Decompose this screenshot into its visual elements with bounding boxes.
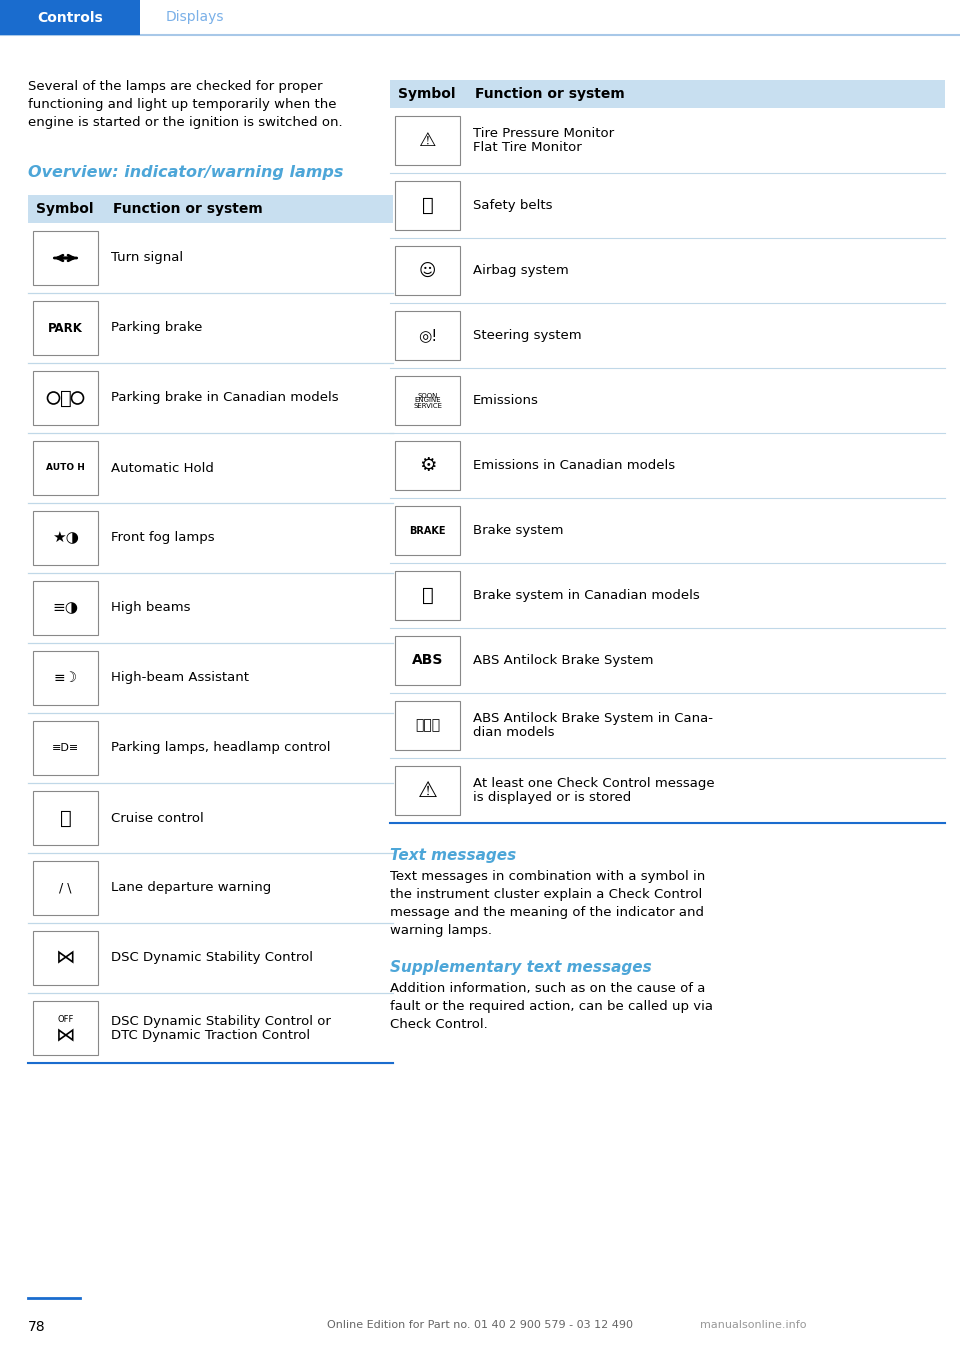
Bar	[395, 507, 460, 554]
Text: Supplementary text messages: Supplementary text messages	[390, 960, 652, 975]
Bar	[33, 791, 98, 844]
Bar	[395, 441, 460, 490]
Bar	[33, 720, 98, 775]
Text: SERVICE: SERVICE	[413, 403, 442, 409]
Text: DSC Dynamic Stability Control or: DSC Dynamic Stability Control or	[111, 1015, 331, 1027]
Text: ⋈: ⋈	[56, 1027, 75, 1046]
Text: / \: / \	[60, 881, 72, 895]
Text: ⛄: ⛄	[421, 196, 433, 215]
Text: Ⓟ: Ⓟ	[60, 388, 71, 407]
Text: Symbol: Symbol	[36, 202, 93, 217]
Text: PARK: PARK	[48, 321, 83, 335]
Bar	[33, 511, 98, 565]
Bar	[0, 0, 140, 35]
Bar	[395, 181, 460, 230]
Text: High beams: High beams	[111, 602, 190, 614]
Text: AUTO H: AUTO H	[46, 463, 84, 473]
Text: ≡D≡: ≡D≡	[52, 744, 79, 753]
Text: Flat Tire Monitor: Flat Tire Monitor	[473, 142, 582, 154]
Text: is displayed or is stored: is displayed or is stored	[473, 791, 632, 804]
Text: Online Edition for Part no. 01 40 2 900 579 - 03 12 490: Online Edition for Part no. 01 40 2 900 …	[327, 1320, 633, 1331]
Text: Addition information, such as on the cause of a
fault or the required action, ca: Addition information, such as on the cau…	[390, 982, 713, 1031]
Text: ☺: ☺	[419, 262, 436, 279]
Bar	[33, 232, 98, 285]
Text: At least one Check Control message: At least one Check Control message	[473, 776, 714, 790]
Text: ◎!: ◎!	[418, 328, 437, 343]
Text: Parking brake in Canadian models: Parking brake in Canadian models	[111, 391, 339, 405]
Text: Text messages in combination with a symbol in
the instrument cluster explain a C: Text messages in combination with a symb…	[390, 870, 706, 937]
Bar	[33, 651, 98, 706]
Text: ⓐⓑⓈ: ⓐⓑⓈ	[415, 719, 440, 733]
Text: BRAKE: BRAKE	[409, 526, 445, 535]
Text: manualsonline.info: manualsonline.info	[700, 1320, 806, 1331]
Bar	[395, 765, 460, 814]
Text: Overview: indicator/warning lamps: Overview: indicator/warning lamps	[28, 165, 344, 180]
Text: ENGINE: ENGINE	[414, 398, 441, 403]
Text: ★◑: ★◑	[52, 531, 79, 546]
Bar	[395, 571, 460, 620]
Text: ⚠: ⚠	[418, 780, 438, 801]
Text: DTC Dynamic Traction Control: DTC Dynamic Traction Control	[111, 1028, 310, 1042]
Text: Parking lamps, headlamp control: Parking lamps, headlamp control	[111, 741, 330, 755]
Text: ABS Antilock Brake System: ABS Antilock Brake System	[473, 654, 654, 667]
Text: Displays: Displays	[166, 11, 225, 25]
Text: Automatic Hold: Automatic Hold	[111, 462, 214, 474]
Text: Function or system: Function or system	[475, 87, 625, 101]
Text: Several of the lamps are checked for proper
functioning and light up temporarily: Several of the lamps are checked for pro…	[28, 80, 343, 129]
Text: Function or system: Function or system	[113, 202, 263, 217]
Bar	[33, 861, 98, 915]
Bar	[390, 80, 945, 108]
Bar	[395, 701, 460, 750]
Text: ⋈: ⋈	[56, 948, 75, 967]
Text: ABS Antilock Brake System in Cana-: ABS Antilock Brake System in Cana-	[473, 712, 713, 725]
Text: Airbag system: Airbag system	[473, 264, 568, 276]
Text: ⚠: ⚠	[419, 131, 436, 150]
Text: SOON: SOON	[418, 392, 438, 399]
Bar	[33, 1001, 98, 1056]
Bar	[33, 370, 98, 425]
Bar	[33, 582, 98, 635]
Bar	[28, 195, 393, 223]
Text: Steering system: Steering system	[473, 330, 582, 342]
Bar	[395, 247, 460, 296]
Text: Controls: Controls	[37, 11, 103, 25]
Text: Emissions in Canadian models: Emissions in Canadian models	[473, 459, 675, 473]
Bar	[395, 311, 460, 360]
Text: DSC Dynamic Stability Control: DSC Dynamic Stability Control	[111, 952, 313, 964]
Bar	[395, 116, 460, 165]
Text: OFF: OFF	[58, 1016, 74, 1024]
Text: Brake system in Canadian models: Brake system in Canadian models	[473, 588, 700, 602]
Text: dian models: dian models	[473, 726, 555, 740]
Text: Text messages: Text messages	[390, 849, 516, 864]
Text: Cruise control: Cruise control	[111, 812, 204, 824]
Text: Parking brake: Parking brake	[111, 321, 203, 335]
Text: Turn signal: Turn signal	[111, 252, 183, 264]
Text: ⌛: ⌛	[60, 809, 71, 828]
Text: Tire Pressure Monitor: Tire Pressure Monitor	[473, 127, 614, 140]
Text: High-beam Assistant: High-beam Assistant	[111, 671, 249, 685]
Bar	[33, 932, 98, 985]
Bar	[33, 301, 98, 355]
Text: ≡☽: ≡☽	[54, 671, 78, 685]
Text: Front fog lamps: Front fog lamps	[111, 531, 215, 545]
Bar	[33, 441, 98, 494]
Text: Safety belts: Safety belts	[473, 199, 553, 212]
Bar	[395, 636, 460, 685]
Text: Brake system: Brake system	[473, 524, 564, 537]
Text: Lane departure warning: Lane departure warning	[111, 881, 272, 895]
Text: ≡◑: ≡◑	[53, 601, 79, 616]
Text: ABS: ABS	[412, 654, 444, 667]
Text: ⚙: ⚙	[419, 456, 436, 475]
Text: Symbol: Symbol	[398, 87, 455, 101]
Bar	[395, 376, 460, 425]
Text: Ⓘ: Ⓘ	[421, 586, 433, 605]
Text: Emissions: Emissions	[473, 394, 539, 407]
Text: 78: 78	[28, 1320, 46, 1333]
